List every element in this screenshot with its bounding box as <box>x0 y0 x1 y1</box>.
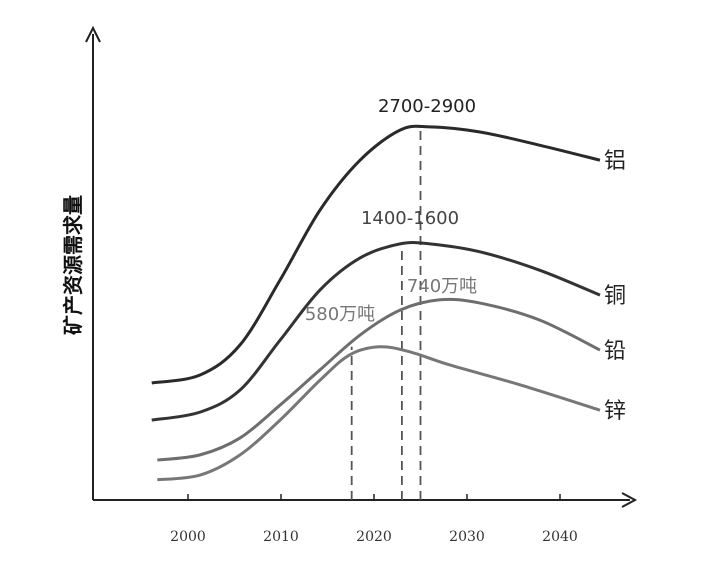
annotation-label: 2700-2900 <box>378 96 476 117</box>
y-axis-arrow-icon <box>85 25 101 43</box>
series-line-1 <box>151 240 601 422</box>
series-line-0 <box>151 124 601 385</box>
y-axis-label: 矿产资源需求量 <box>61 195 85 335</box>
x-tick-label: 2040 <box>542 529 578 545</box>
series-label-1: 铜 <box>604 284 626 309</box>
series-line-2 <box>157 297 601 462</box>
series-label-3: 锌 <box>604 399 626 424</box>
annotation-label: 580万吨 <box>305 304 375 325</box>
x-tick-label: 2010 <box>263 529 299 545</box>
annotation-label: 1400-1600 <box>361 208 459 229</box>
series-label-0: 铝 <box>604 149 626 174</box>
x-tick-label: 2000 <box>170 529 206 545</box>
x-axis-arrow-icon <box>621 492 638 508</box>
x-tick-label: 2020 <box>356 529 392 545</box>
series-line-3 <box>157 345 601 482</box>
series-label-2: 铅 <box>604 339 626 364</box>
x-tick-label: 2030 <box>449 529 485 545</box>
annotation-label: 740万吨 <box>407 276 477 297</box>
